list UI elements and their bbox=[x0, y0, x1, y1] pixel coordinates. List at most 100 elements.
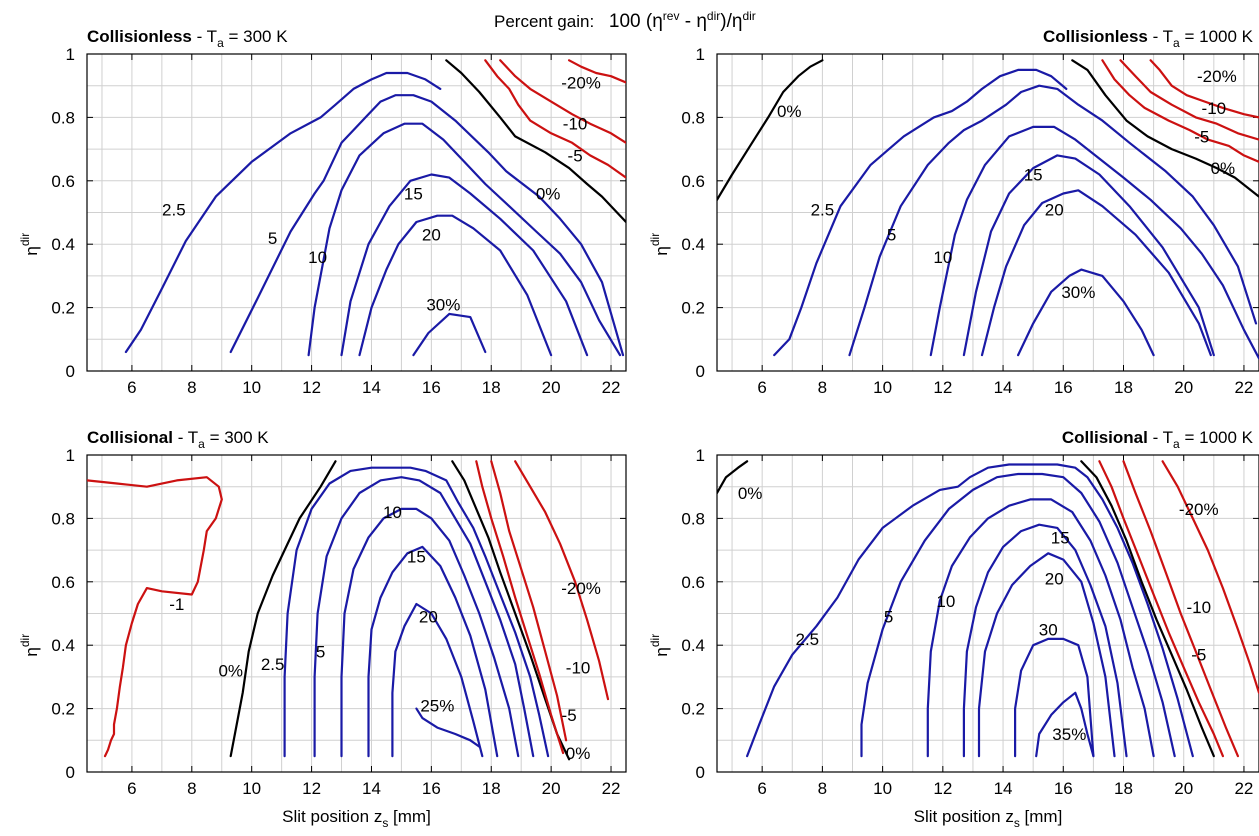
x-tick-label: 18 bbox=[1114, 378, 1133, 397]
contour-line-blue bbox=[1016, 268, 1155, 357]
y-tick-label: 1 bbox=[696, 45, 705, 64]
contour-line-red bbox=[514, 460, 610, 701]
contour-lines bbox=[717, 460, 1259, 758]
contour-label: 30 bbox=[1039, 620, 1058, 639]
x-tick-label: 10 bbox=[873, 779, 892, 798]
contour-label: 35% bbox=[1052, 725, 1086, 744]
x-axis-label: Slit position zs [mm] bbox=[282, 807, 431, 830]
x-tick-label: 6 bbox=[757, 378, 766, 397]
contour-label: 30% bbox=[1061, 283, 1095, 302]
x-axis-label: Slit position zs [mm] bbox=[914, 807, 1063, 830]
contour-line-red bbox=[1101, 59, 1259, 163]
contour-label: 15 bbox=[1051, 528, 1070, 547]
contour-line-red bbox=[1149, 59, 1259, 119]
y-tick-label: 0.2 bbox=[51, 299, 75, 318]
contour-label: -20% bbox=[1179, 500, 1219, 519]
contour-label: 0% bbox=[1211, 159, 1236, 178]
contour-label: -10 bbox=[1186, 598, 1211, 617]
contour-label: 2.5 bbox=[811, 200, 835, 219]
x-tick-label: 14 bbox=[994, 779, 1013, 798]
y-tick-label: 1 bbox=[66, 45, 75, 64]
contour-line-blue bbox=[860, 472, 1176, 758]
contour-line-red bbox=[87, 476, 223, 758]
contour-line-red bbox=[490, 460, 568, 742]
grid bbox=[717, 454, 1259, 773]
y-axis-label: ηdir bbox=[18, 233, 41, 256]
y-tick-label: 0.4 bbox=[51, 636, 75, 655]
y-tick-label: 0.4 bbox=[51, 235, 75, 254]
x-tick-label: 8 bbox=[818, 779, 827, 798]
x-tick-label: 12 bbox=[933, 378, 952, 397]
y-axis-label: ηdir bbox=[648, 634, 671, 657]
x-tick-label: 12 bbox=[933, 779, 952, 798]
contour-line-blue bbox=[962, 154, 1215, 357]
contour-label: 0% bbox=[218, 662, 243, 681]
contour-line-blue bbox=[307, 122, 622, 357]
x-tick-label: 16 bbox=[1054, 779, 1073, 798]
contour-line-blue bbox=[229, 94, 625, 357]
contour-label: 10 bbox=[933, 248, 952, 267]
plot-frame bbox=[716, 454, 1259, 773]
contour-label: -5 bbox=[1194, 127, 1209, 146]
x-tick-label: 16 bbox=[1054, 378, 1073, 397]
contour-line-blue bbox=[962, 523, 1128, 758]
contour-label: 2.5 bbox=[796, 630, 820, 649]
panels-group: 6 8 10 12 14 16 18 20 2200.20.40.60.81ηdirCollis… bbox=[18, 27, 1259, 830]
y-tick-label: 0 bbox=[66, 763, 75, 782]
x-tick-label: 22 bbox=[1234, 779, 1253, 798]
contour-label: -20% bbox=[561, 579, 601, 598]
y-tick-label: 0.2 bbox=[681, 700, 705, 719]
panel-title: Collisionless - Ta = 1000 K bbox=[1043, 27, 1254, 50]
contour-line-blue bbox=[980, 189, 1212, 357]
contour-line-blue bbox=[415, 707, 481, 748]
x-tick-label: 10 bbox=[242, 378, 261, 397]
contour-label: 2.5 bbox=[261, 655, 285, 674]
y-axis-label: ηdir bbox=[18, 634, 41, 657]
y-tick-label: 0.8 bbox=[681, 509, 705, 528]
panel-top-left: 6 8 10 12 14 16 18 20 22 0 0.2 0.4 0.6 0.8 1 ηdir Collis… bbox=[18, 27, 627, 397]
contour-label: 20 bbox=[1045, 570, 1064, 589]
x-tick-label: 6 bbox=[757, 779, 766, 798]
y-tick-label: 0.8 bbox=[51, 108, 75, 127]
contour-line-red bbox=[475, 460, 565, 755]
grid bbox=[87, 454, 626, 773]
panel-title: Collisionless - Ta = 300 K bbox=[87, 27, 288, 50]
contour-line-blue bbox=[1013, 637, 1095, 758]
panel-bottom-left: 6 8 10 12 14 16 18 20 22 0 0.2 0.4 0.6 0.8 1 ηdir Slit p… bbox=[18, 428, 627, 830]
x-tick-label: 20 bbox=[542, 779, 561, 798]
x-tick-label: 18 bbox=[1114, 779, 1133, 798]
x-tick-label: 12 bbox=[302, 779, 321, 798]
x-tick-label: 8 bbox=[187, 779, 196, 798]
x-tick-label: 12 bbox=[302, 378, 321, 397]
contour-label: 0% bbox=[566, 744, 591, 763]
contour-label: 15 bbox=[1024, 165, 1043, 184]
contour-line-blue bbox=[977, 552, 1116, 758]
x-tick-label: 22 bbox=[1234, 378, 1253, 397]
x-tick-label: 14 bbox=[362, 779, 381, 798]
contour-label: 5 bbox=[884, 608, 893, 627]
y-tick-label: 0.6 bbox=[51, 573, 75, 592]
plot-frame bbox=[86, 53, 627, 372]
contour-line-red bbox=[499, 59, 626, 144]
y-tick-label: 1 bbox=[66, 446, 75, 465]
contour-line-black bbox=[717, 460, 749, 495]
contour-label: 10 bbox=[308, 248, 327, 267]
contour-label: 25% bbox=[420, 696, 454, 715]
y-tick-label: 1 bbox=[696, 446, 705, 465]
contour-line-blue bbox=[124, 71, 442, 354]
panel-bottom-right: 6 8 10 12 14 16 18 20 22 0 0.2 0.4 0.6 0.8 1 ηdir Slit p… bbox=[648, 428, 1259, 830]
x-tick-label: 6 bbox=[127, 779, 136, 798]
y-tick-label: 0.8 bbox=[681, 108, 705, 127]
contour-label: 10 bbox=[936, 592, 955, 611]
contour-line-red bbox=[484, 59, 626, 179]
contour-line-red bbox=[1122, 460, 1240, 758]
x-tick-label: 20 bbox=[542, 378, 561, 397]
contour-label: -1 bbox=[169, 595, 184, 614]
y-tick-label: 0 bbox=[66, 362, 75, 381]
contour-line-blue bbox=[283, 466, 550, 758]
contour-line-black bbox=[1080, 460, 1215, 758]
y-tick-label: 0.6 bbox=[51, 172, 75, 191]
contour-lines bbox=[124, 59, 626, 357]
contour-line-blue bbox=[745, 463, 1194, 758]
